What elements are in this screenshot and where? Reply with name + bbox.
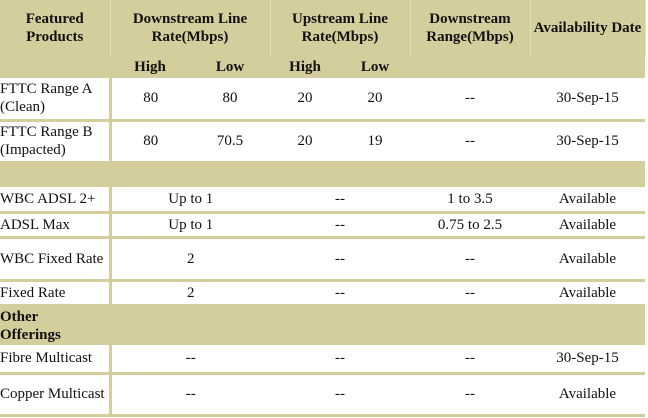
cell: 80 [190, 78, 270, 122]
cell: Available [530, 373, 645, 417]
cell: -- [110, 373, 270, 417]
cell: 20 [270, 78, 340, 122]
product-cell: Copper Multicast [0, 373, 112, 417]
data-row: WBC ADSL 2+ Up to 1 -- 1 to 3.5 Available [0, 187, 645, 214]
cell: -- [270, 345, 410, 375]
cell: 30-Sep-15 [530, 120, 645, 164]
cell: Up to 1 [110, 212, 270, 239]
cell: -- [270, 280, 410, 307]
header-cell: Downstream Range(Mbps) [410, 0, 531, 56]
section-row: Other Offerings [0, 305, 645, 345]
data-row: FTTC Range A (Clean) 80 80 20 20 -- 30-Sep-15 [0, 78, 645, 122]
cell: 20 [340, 78, 410, 122]
subheader-cell: High [270, 56, 340, 78]
cell: -- [410, 237, 530, 282]
section-label-text: Other Offerings [0, 308, 61, 343]
band-row [0, 162, 645, 187]
cell: -- [110, 345, 270, 375]
cell: Available [530, 187, 645, 214]
header-cell: Upstream Line Rate(Mbps) [270, 0, 411, 56]
cell: -- [270, 187, 410, 214]
cell: -- [410, 78, 530, 122]
product-cell: WBC ADSL 2+ [0, 187, 112, 214]
data-row: ADSL Max Up to 1 -- 0.75 to 2.5 Available [0, 212, 645, 239]
product-cell: Fibre Multicast [0, 345, 112, 375]
cell: 20 [270, 120, 340, 164]
subheader-row: High Low High Low [0, 56, 645, 78]
subheader-cell: Low [190, 56, 270, 78]
cell: -- [270, 237, 410, 282]
cell: 30-Sep-15 [530, 78, 645, 122]
cell: Available [530, 212, 645, 239]
cell: 70.5 [190, 120, 270, 164]
cell: -- [270, 373, 410, 417]
product-cell: FTTC Range B (Impacted) [0, 120, 112, 164]
cell: 2 [110, 237, 270, 282]
cell: -- [410, 373, 530, 417]
product-cell: Fixed Rate [0, 280, 112, 307]
cell: Up to 1 [110, 187, 270, 214]
subheader-cell: High [110, 56, 190, 78]
cell: -- [410, 280, 530, 307]
subheader-cell [530, 56, 645, 78]
data-row: Fixed Rate 2 -- -- Available [0, 280, 645, 307]
header-cell: Downstream Line Rate(Mbps) [110, 0, 271, 56]
section-label: Other Offerings [0, 305, 645, 345]
product-cell: FTTC Range A (Clean) [0, 78, 112, 122]
cell: 19 [340, 120, 410, 164]
subheader-cell: Low [340, 56, 410, 78]
data-row: WBC Fixed Rate 2 -- -- Available [0, 237, 645, 282]
data-row: Copper Multicast -- -- -- Available [0, 373, 645, 417]
product-cell: ADSL Max [0, 212, 112, 239]
cell: 30-Sep-15 [530, 345, 645, 375]
header-cell: Availability Date [530, 0, 646, 56]
cell: Available [530, 280, 645, 307]
band-cell [0, 162, 645, 187]
product-cell: WBC Fixed Rate [0, 237, 112, 282]
cell: 80 [110, 120, 190, 164]
cell: 2 [110, 280, 270, 307]
subheader-cell [0, 56, 110, 78]
header-cell: Featured Products [0, 0, 111, 56]
cell: 0.75 to 2.5 [410, 212, 530, 239]
cell: -- [410, 345, 530, 375]
cell: 1 to 3.5 [410, 187, 530, 214]
cell: 80 [110, 78, 190, 122]
header-row: Featured Products Downstream Line Rate(Mb… [0, 0, 646, 56]
cell: Available [530, 237, 645, 282]
cell: -- [410, 120, 530, 164]
subheader-cell [410, 56, 530, 78]
cell: -- [270, 212, 410, 239]
data-row: Fibre Multicast -- -- -- 30-Sep-15 [0, 345, 645, 375]
data-row: FTTC Range B (Impacted) 80 70.5 20 19 -- 30-Se… [0, 120, 645, 164]
